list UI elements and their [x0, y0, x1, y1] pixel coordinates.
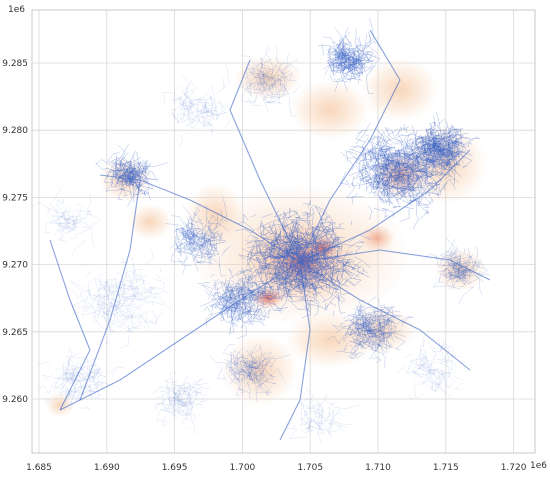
street-segments [70, 248, 172, 349]
arterial-road [299, 261, 471, 371]
street-segments [401, 118, 480, 185]
arterial-road [99, 174, 301, 263]
street-segments [286, 387, 362, 444]
y-tick-labels: 9.285 9.280 9.275 9.270 9.265 9.260 [2, 59, 28, 405]
street-segments [327, 296, 414, 368]
x-tick-label: 1.720 [501, 463, 527, 473]
street-segments [197, 258, 282, 340]
x-tick-label: 1.695 [162, 463, 188, 473]
street-segments [162, 62, 232, 148]
y-tick-label: 9.260 [2, 395, 28, 405]
arterial-road [279, 261, 311, 441]
heat-blob [128, 204, 172, 240]
x-tick-labels: 1.685 1.690 1.695 1.700 1.705 1.710 1.715 1.720 [26, 463, 527, 473]
x-tick-label: 1.705 [297, 463, 323, 473]
street-segments [339, 112, 459, 230]
y-tick-label: 9.270 [2, 261, 28, 271]
arterial-road [299, 29, 401, 263]
x-tick-label: 1.700 [230, 463, 256, 473]
heat-blob [434, 248, 486, 292]
street-segments [424, 237, 490, 304]
arterial-road [49, 239, 91, 411]
street-segments [240, 45, 301, 117]
street-segments [32, 185, 101, 258]
heat-blob [222, 334, 298, 406]
x-tick-label: 1.690 [94, 463, 120, 473]
x-tick-label: 1.685 [26, 463, 52, 473]
y-tick-label: 9.265 [2, 328, 28, 338]
arterial-road [299, 149, 471, 263]
street-segments [165, 195, 231, 277]
arterial-road [79, 179, 141, 401]
y-tick-label: 9.280 [2, 126, 28, 136]
heat-blob [344, 306, 416, 354]
x-axis-offset-label: 1e6 [530, 461, 547, 471]
arterial-road [229, 59, 301, 263]
y-tick-label: 9.275 [2, 193, 28, 203]
x-tick-label: 1.710 [365, 463, 391, 473]
arterial-road [59, 261, 301, 411]
heat-blob [362, 58, 438, 122]
y-axis-offset-label: 1e6 [8, 5, 25, 15]
y-tick-label: 9.285 [2, 59, 28, 69]
arterial-road [299, 249, 491, 281]
street-segments [95, 144, 168, 207]
street-segments [394, 336, 467, 400]
plot-frame [31, 9, 536, 454]
heat-blob [46, 393, 74, 417]
street-segments [210, 343, 292, 402]
street-segments [150, 372, 211, 435]
heat-blob [359, 224, 395, 252]
heat-blob [290, 80, 370, 140]
x-tick-label: 1.715 [433, 463, 459, 473]
street-segments [317, 17, 381, 95]
heat-blob [234, 56, 302, 100]
street-network [32, 17, 491, 444]
